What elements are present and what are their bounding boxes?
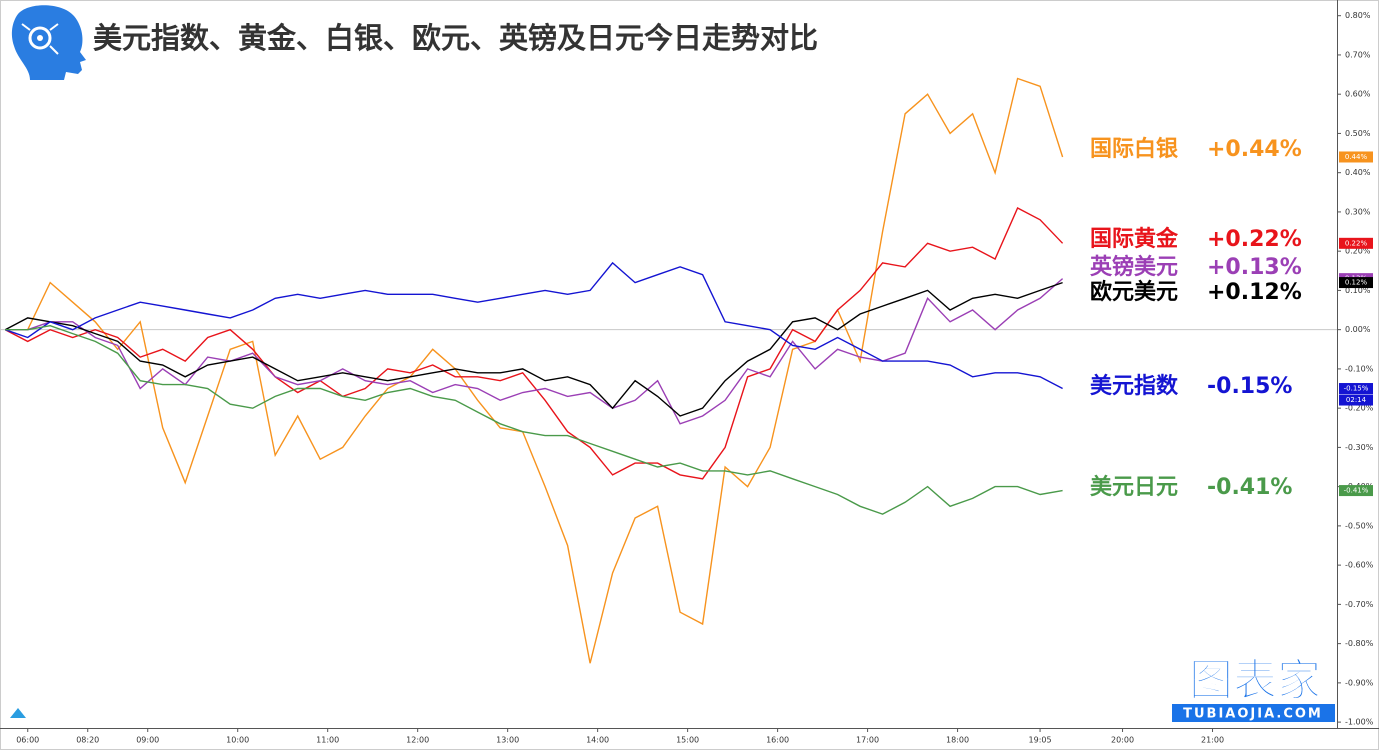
end-label: +0.13%	[1207, 255, 1302, 280]
y-tick-label: 0.20%	[1345, 247, 1371, 256]
brand-url: TUBIAOJIA.COM	[1183, 707, 1323, 722]
x-tick-label: 18:00	[946, 736, 969, 745]
y-tick-label: 0.30%	[1345, 207, 1371, 216]
x-tick-label: 20:00	[1111, 736, 1134, 745]
y-tick-label: 0.10%	[1345, 286, 1371, 295]
legend-name: 欧元美元	[1090, 279, 1178, 305]
x-tick-label: 15:00	[676, 736, 699, 745]
price-tag	[1339, 485, 1373, 497]
x-tick-label: 06:00	[16, 736, 39, 745]
y-tick-label: -0.10%	[1345, 364, 1374, 373]
price-tag-label: -0.15%	[1344, 385, 1369, 393]
y-tick-label: -0.30%	[1345, 443, 1374, 452]
y-tick-label: -0.80%	[1345, 639, 1374, 648]
series-line	[5, 278, 1064, 425]
y-tick-label: -0.60%	[1345, 561, 1374, 570]
legend-name: 美元日元	[1090, 474, 1178, 500]
series-line	[4, 281, 1063, 417]
y-tick-label: -0.50%	[1345, 521, 1374, 530]
price-tag	[1339, 237, 1373, 249]
brand-logo: 图表家 TUBIAOJIA.COM	[1172, 655, 1335, 722]
end-label: +0.12%	[1207, 280, 1302, 305]
end-label: +0.44%	[1207, 137, 1302, 162]
end-label: -0.15%	[1207, 374, 1292, 399]
legend-name: 美元指数	[1090, 373, 1179, 399]
countdown-tag	[1339, 394, 1373, 406]
price-tag-label: 0.12%	[1345, 279, 1368, 287]
price-tag	[1339, 151, 1373, 163]
y-tick-label: 0.70%	[1345, 50, 1371, 59]
x-tick-label: 13:00	[496, 736, 519, 745]
y-tick-label: -1.00%	[1345, 718, 1374, 727]
y-tick-label: -0.90%	[1345, 678, 1374, 687]
price-tag	[1339, 277, 1373, 289]
plot-area: 0.80% 0.70% 0.60% 0.50% 0.40% 0.30% 0.20% 0.10%…	[0, 11, 1374, 745]
series-line	[4, 207, 1064, 480]
price-tag-label: 0.22%	[1345, 239, 1368, 247]
legend-name: 国际白银	[1090, 136, 1179, 162]
series-line	[5, 77, 1064, 664]
end-label: +0.22%	[1207, 227, 1302, 252]
y-tick-label: -0.20%	[1345, 404, 1374, 413]
legend-name: 国际黄金	[1090, 226, 1179, 252]
x-tick-label: 08:20	[76, 736, 99, 745]
brand-bar	[1172, 704, 1335, 722]
y-tick-label: 0.50%	[1345, 129, 1371, 138]
series-line	[4, 261, 1063, 390]
x-tick-label: 12:00	[406, 736, 429, 745]
brand-name: 图表家	[1189, 655, 1321, 706]
x-tick-label: 11:00	[316, 736, 339, 745]
legend-name: 英镑美元	[1090, 254, 1178, 280]
price-tag-label: 0.44%	[1345, 153, 1368, 161]
x-tick-label: 09:00	[136, 736, 159, 745]
x-tick-label: 21:00	[1201, 736, 1224, 745]
x-tick-label: 16:00	[766, 736, 789, 745]
y-tick-label: 0.00%	[1345, 325, 1371, 334]
price-tag	[1339, 383, 1373, 395]
y-tick-label: 0.40%	[1345, 168, 1371, 177]
x-tick-label: 19:05	[1029, 736, 1052, 745]
countdown: 02:14	[1346, 396, 1367, 404]
x-tick-label: 10:00	[226, 736, 249, 745]
y-tick-label: 0.80%	[1345, 11, 1371, 20]
logo-icon	[11, 5, 87, 80]
series-line	[5, 324, 1063, 515]
end-label: -0.41%	[1207, 475, 1292, 500]
y-tick-label: -0.70%	[1345, 600, 1374, 609]
x-tick-label: 17:00	[856, 736, 879, 745]
tv-icon	[10, 708, 26, 718]
price-tag-label: -0.41%	[1344, 487, 1369, 495]
y-tick-label: 0.60%	[1345, 90, 1371, 99]
x-tick-label: 14:00	[586, 736, 609, 745]
chart-title: 美元指数、黄金、白银、欧元、英镑及日元今日走势对比	[93, 21, 818, 55]
